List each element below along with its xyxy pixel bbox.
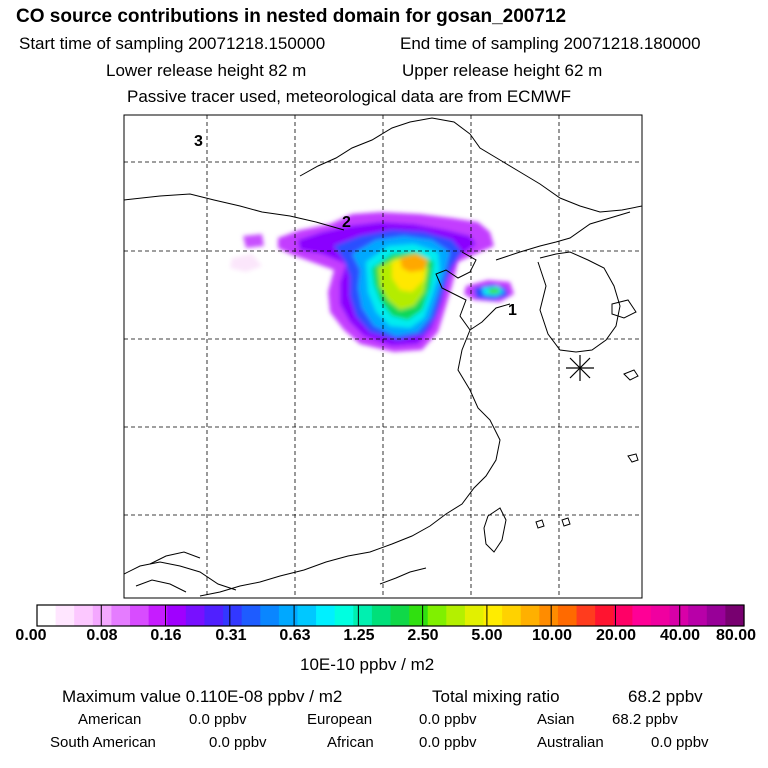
colorbar-dividers (100, 605, 681, 626)
colorbar-swatch (316, 605, 336, 626)
colorbar-swatch (725, 605, 745, 626)
american-value: 0.0 ppbv (189, 711, 247, 728)
colorbar-tick: 80.00 (715, 627, 757, 644)
start-time-label: Start time of sampling 20071218.150000 (19, 34, 326, 53)
plume-faint (230, 254, 262, 272)
australian-value: 0.0 ppbv (651, 734, 709, 751)
colorbar-swatch (92, 605, 113, 626)
lower-release-label: Lower release height 82 m (106, 61, 307, 80)
colorbar (37, 605, 745, 626)
american-label: American (78, 711, 142, 728)
colorbar-tick: 5.00 (471, 627, 503, 644)
south-american-label: South American (50, 734, 156, 751)
asian-value: 68.2 ppbv (612, 711, 678, 728)
colorbar-swatch (74, 605, 94, 626)
plume-green-east (488, 288, 500, 294)
colorbar-swatch (427, 605, 447, 626)
south-american-value: 0.0 ppbv (209, 734, 267, 751)
colorbar-swatch (446, 605, 466, 626)
plume-orange (400, 254, 428, 272)
colorbar-tick: 1.25 (343, 627, 375, 644)
european-label: European (307, 711, 373, 728)
colorbar-swatch (706, 605, 726, 626)
colorbar-swatch (390, 605, 410, 626)
colorbar-swatch (371, 605, 392, 626)
colorbar-frame (36, 604, 745, 627)
max-value-label: Maximum value 0.110E-08 ppbv / m2 (62, 687, 343, 706)
marker-1: 1 (508, 302, 517, 319)
map-content (124, 115, 642, 598)
tracer-note: Passive tracer used, meteorological data… (127, 87, 572, 106)
plume-violet-west (243, 234, 264, 248)
colorbar-swatch (557, 605, 578, 626)
colorbar-tick: 0.63 (279, 627, 311, 644)
colorbar-swatch (185, 605, 206, 626)
colorbar-swatch (669, 605, 689, 626)
colorbar-swatch (37, 605, 57, 626)
end-time-label: End time of sampling 20071218.180000 (400, 34, 701, 53)
total-mixing-label: Total mixing ratio (432, 687, 560, 706)
colorbar-swatch (148, 605, 168, 626)
total-mixing-value: 68.2 ppbv (628, 687, 703, 706)
marker-2: 2 (342, 214, 351, 231)
colorbar-swatch (223, 605, 243, 626)
colorbar-swatch (167, 605, 187, 626)
colorbar-swatch (260, 605, 280, 626)
colorbar-tick: 40.00 (659, 627, 701, 644)
asian-label: Asian (537, 711, 575, 728)
colorbar-swatch (483, 605, 503, 626)
colorbar-swatch (650, 605, 671, 626)
colorbar-swatch (539, 605, 559, 626)
african-label: African (327, 734, 374, 751)
european-value: 0.0 ppbv (419, 711, 477, 728)
concentration-plume (230, 212, 514, 352)
coastlines (124, 117, 642, 597)
map-title: CO source contributions in nested domain… (16, 6, 567, 27)
colorbar-swatch (111, 605, 131, 626)
colorbar-tick: 20.00 (595, 627, 637, 644)
colorbar-swatch (595, 605, 615, 626)
colorbar-swatch (297, 605, 317, 626)
colorbar-swatch (632, 605, 652, 626)
colorbar-unit: 10E-10 ppbv / m2 (300, 655, 435, 674)
colorbar-swatch (613, 605, 633, 626)
african-value: 0.0 ppbv (419, 734, 477, 751)
colorbar-swatch (464, 605, 485, 626)
colorbar-swatch (334, 605, 354, 626)
receptor-asterisk-icon (566, 355, 594, 381)
colorbar-swatch (130, 605, 150, 626)
marker-3: 3 (194, 133, 203, 150)
colorbar-swatch (576, 605, 596, 626)
colorbar-swatch (502, 605, 522, 626)
australian-label: Australian (537, 734, 604, 751)
colorbar-tick: 0.31 (215, 627, 247, 644)
colorbar-tick: 0.08 (86, 627, 118, 644)
colorbar-tick: 2.50 (407, 627, 439, 644)
colorbar-swatch (353, 605, 373, 626)
colorbar-swatch (204, 605, 224, 626)
colorbar-swatch (520, 605, 540, 626)
graticule (124, 115, 642, 598)
colorbar-swatch (409, 605, 429, 626)
colorbar-swatch (55, 605, 75, 626)
upper-release-label: Upper release height 62 m (402, 61, 603, 80)
colorbar-swatch (688, 605, 708, 626)
colorbar-tick: 0.16 (150, 627, 182, 644)
colorbar-tick: 10.00 (531, 627, 573, 644)
colorbar-swatch (241, 605, 261, 626)
colorbar-tick: 0.00 (15, 627, 47, 644)
colorbar-swatch (278, 605, 299, 626)
